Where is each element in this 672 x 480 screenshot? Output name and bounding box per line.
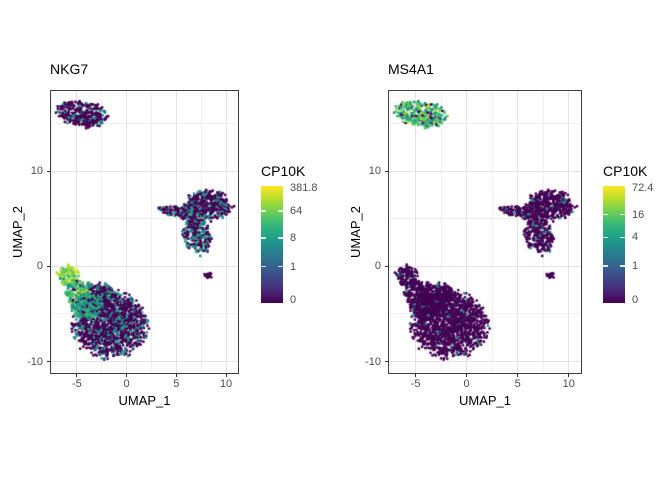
x-tick-label: 0: [123, 378, 130, 390]
colorbar-tick-label: 0: [290, 294, 297, 307]
colorbar-tick-mark: [603, 213, 608, 216]
colorbar-tick-label: 4: [632, 231, 639, 244]
y-tick-label: 10: [30, 165, 43, 178]
colorbar-legend-nkg7: CP10K 381.8 64 8 1 0: [261, 163, 353, 306]
x-tick-mark: [517, 374, 519, 377]
colorbar-tick-mark: [261, 237, 266, 239]
y-tick-mark: [47, 361, 50, 363]
y-tick-mark: [385, 361, 388, 363]
colorbar-tick-mark: [603, 265, 608, 267]
colorbar-tick-mark: [278, 265, 283, 268]
colorbar-tick-mark: [261, 210, 266, 212]
colorbar-tick-label: 1: [632, 260, 639, 273]
colorbar-tick-mark: [278, 210, 283, 212]
x-tick-label: -5: [410, 378, 421, 390]
colorbar: 72.4 16 4 1 0: [603, 182, 653, 306]
y-tick-label: -10: [27, 355, 43, 368]
plot-panel-ms4a1: [388, 90, 582, 374]
y-tick-mark: [47, 170, 50, 172]
x-tick-label: 0: [463, 378, 470, 390]
legend-title: CP10K: [603, 163, 648, 179]
umap-scatter-canvas: [51, 91, 238, 373]
y-tick-label: -10: [365, 355, 381, 368]
colorbar-tick-mark: [261, 265, 266, 268]
colorbar-tick-mark: [603, 236, 608, 239]
colorbar-tick-mark: [620, 213, 625, 216]
y-axis-label: UMAP_2: [10, 205, 25, 259]
x-tick-mark: [415, 374, 417, 377]
colorbar-tick-label: 64: [290, 205, 303, 218]
y-axis-label: UMAP_2: [348, 205, 363, 259]
x-tick-label: 5: [514, 378, 521, 390]
x-tick-mark: [76, 374, 78, 377]
colorbar-legend-ms4a1: CP10K 72.4 16 4 1 0: [603, 163, 672, 306]
x-tick-label: 10: [562, 378, 575, 390]
plot-title-ms4a1: MS4A1: [388, 61, 434, 77]
x-tick-mark: [175, 374, 177, 377]
y-tick-label: 0: [36, 260, 43, 273]
x-tick-mark: [126, 374, 128, 377]
y-tick-mark: [47, 265, 50, 267]
legend-title: CP10K: [261, 163, 306, 179]
x-tick-mark: [568, 374, 570, 377]
plot-panel-nkg7: [50, 90, 239, 374]
y-tick-mark: [385, 170, 388, 172]
x-axis-label: UMAP_1: [118, 393, 171, 408]
x-tick-mark: [225, 374, 227, 377]
umap-scatter-canvas: [389, 91, 581, 373]
colorbar-tick-mark: [620, 265, 625, 267]
colorbar-tick-label: 72.4: [632, 182, 654, 195]
x-axis-label: UMAP_1: [458, 393, 512, 408]
y-tick-label: 0: [374, 260, 381, 273]
x-tick-label: 10: [219, 378, 233, 390]
colorbar-tick-label: 381.8: [290, 182, 318, 195]
colorbar-tick-label: 16: [632, 208, 645, 221]
plot-title-nkg7: NKG7: [50, 61, 89, 77]
x-tick-label: 5: [173, 378, 180, 390]
colorbar-tick-mark: [620, 236, 625, 239]
colorbar: 381.8 64 8 1 0: [261, 182, 318, 306]
y-tick-mark: [385, 265, 388, 267]
colorbar-tick-label: 8: [290, 232, 297, 245]
colorbar-tick-label: 1: [290, 260, 297, 273]
colorbar-tick-mark: [278, 237, 283, 239]
x-tick-label: -5: [71, 378, 82, 390]
colorbar-tick-label: 0: [632, 294, 639, 307]
x-tick-mark: [466, 374, 468, 377]
y-tick-label: 10: [368, 165, 381, 178]
